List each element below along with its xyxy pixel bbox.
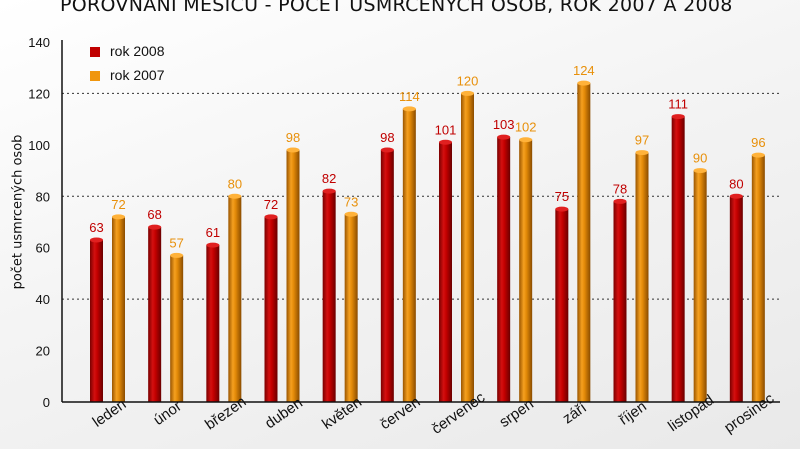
data-label: 72 [264, 197, 278, 212]
bar-2008-1 [90, 240, 103, 402]
data-label: 80 [729, 176, 743, 191]
data-label: 103 [493, 117, 515, 132]
bar-2008-10 [613, 201, 627, 402]
data-label: 80 [228, 176, 242, 191]
legend-item-2007: rok 2007 [90, 67, 164, 83]
bar-cap [635, 150, 649, 156]
bar-cap [555, 206, 569, 212]
x-tick-label: září [560, 399, 591, 428]
bar-cap [402, 106, 416, 112]
bar-2007-10 [635, 152, 649, 402]
y-tick-label: 60 [36, 241, 50, 256]
bar-cap [90, 237, 103, 243]
bar-cap [170, 252, 184, 258]
data-label: 124 [573, 63, 595, 78]
data-label: 98 [380, 130, 394, 145]
data-label: 57 [169, 235, 183, 250]
bar-cap [613, 198, 627, 204]
bar-cap [206, 242, 220, 248]
data-label: 120 [457, 73, 479, 88]
bar-cap [112, 214, 125, 220]
bar-cap [497, 134, 511, 140]
bar-cap [519, 137, 533, 143]
data-label: 114 [399, 89, 420, 104]
bar-2008-9 [555, 209, 569, 402]
bar-cap [729, 193, 743, 199]
data-label: 68 [147, 207, 161, 222]
data-label: 82 [322, 171, 336, 186]
y-tick-label: 40 [36, 292, 50, 307]
data-label: 75 [555, 189, 569, 204]
bar-2008-12 [729, 196, 743, 402]
bar-2007-1 [112, 216, 125, 402]
chart-title: POROVNÁNÍ MĚSÍCŮ - POČET USMRCENÝCH OSOB… [60, 0, 733, 16]
bar-2008-11 [671, 116, 685, 403]
bar-2007-11 [693, 170, 707, 402]
bar-2008-8 [497, 137, 511, 402]
data-label: 61 [206, 225, 220, 240]
legend-swatch-2008 [90, 47, 100, 58]
data-label: 90 [693, 151, 707, 166]
bar-cap [751, 152, 765, 158]
bar-2008-4 [264, 216, 278, 402]
bar-cap [693, 168, 707, 174]
x-tick-label: červenec [429, 389, 489, 438]
data-label: 63 [89, 220, 103, 235]
data-label: 73 [344, 194, 358, 209]
y-tick-label: 0 [43, 395, 50, 410]
y-tick-label: 140 [28, 35, 50, 50]
bar-2008-7 [439, 142, 452, 403]
bar-2007-2 [170, 255, 184, 402]
bar-cap [439, 139, 452, 145]
bar-cap [577, 80, 591, 86]
data-label: 72 [111, 197, 125, 212]
bar-cap [286, 147, 300, 153]
bar-2007-7 [461, 93, 474, 402]
legend-swatch-2007 [90, 71, 100, 82]
bar-cap [228, 193, 242, 199]
bar-2007-12 [751, 155, 765, 402]
legend-label-2007: rok 2007 [110, 67, 165, 83]
bar-cap [671, 114, 685, 120]
data-label: 101 [435, 122, 457, 137]
x-tick-label: prosinec [721, 390, 778, 437]
bar-cap [264, 214, 278, 220]
data-label: 111 [668, 97, 688, 112]
data-label: 97 [635, 133, 649, 148]
bar-2008-6 [380, 150, 394, 402]
bar-2007-4 [286, 150, 300, 402]
bar-2008-5 [322, 191, 336, 402]
bar-2007-5 [344, 214, 358, 402]
legend-item-2008: rok 2008 [90, 43, 164, 59]
bar-2007-8 [519, 139, 533, 402]
bar-2007-9 [577, 83, 591, 403]
bar-cap [344, 211, 358, 217]
y-tick-label: 20 [36, 344, 50, 359]
y-tick-label: 80 [36, 189, 50, 204]
bar-2008-2 [148, 227, 162, 402]
bar-2007-3 [228, 196, 242, 402]
y-tick-label: 100 [28, 138, 50, 153]
bar-2007-6 [402, 108, 416, 402]
data-label: 98 [286, 130, 300, 145]
data-label: 96 [751, 135, 765, 150]
bar-cap [148, 224, 162, 230]
legend-label-2008: rok 2008 [110, 43, 165, 59]
bar-2008-3 [206, 245, 220, 402]
y-tick-label: 120 [28, 86, 50, 101]
data-label: 102 [515, 120, 537, 135]
data-label: 78 [613, 181, 627, 196]
bar-cap [380, 147, 394, 153]
bar-cap [322, 188, 336, 194]
bar-cap [461, 90, 474, 96]
